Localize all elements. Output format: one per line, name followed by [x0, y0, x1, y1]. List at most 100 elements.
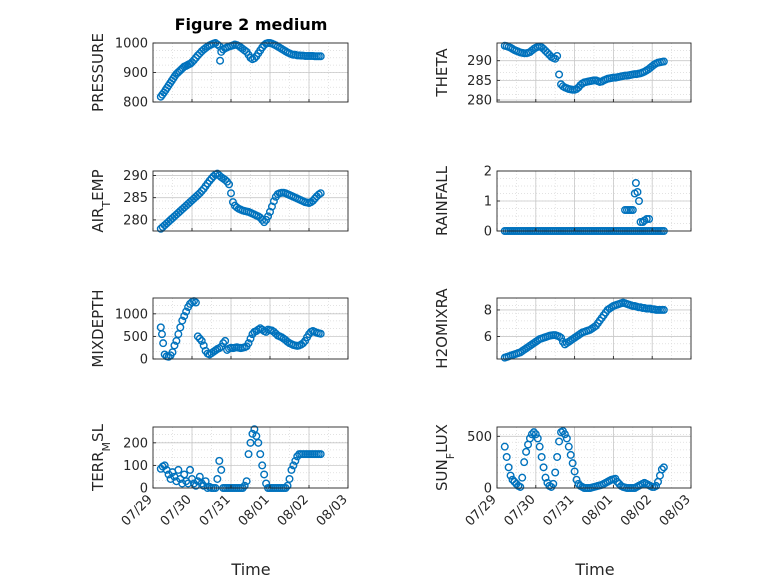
data-point [560, 430, 569, 439]
data-point [217, 465, 226, 474]
data-point [659, 463, 668, 472]
data-point [555, 437, 564, 446]
data-point [178, 479, 187, 488]
axes-box [496, 426, 692, 489]
data-point [248, 429, 257, 438]
data-point [225, 180, 234, 189]
data-point [553, 452, 562, 461]
data-point [160, 461, 169, 470]
data-point [159, 339, 168, 348]
figure-title: Figure 2 medium [175, 15, 328, 34]
subplot-theta: 280 285 290 THETA [433, 41, 692, 109]
data-point [213, 40, 222, 49]
y-tick-label: 290 [467, 54, 492, 69]
data-point [226, 189, 235, 198]
data-point [657, 465, 666, 474]
data-point [549, 479, 558, 488]
data-point [289, 461, 298, 470]
y-tick-label: 6 [484, 330, 492, 345]
data-point [562, 434, 571, 443]
data-point [258, 325, 267, 334]
data-point [557, 333, 566, 342]
data-point [308, 196, 317, 205]
data-point [186, 465, 195, 474]
data-point [221, 336, 230, 345]
data-point [219, 339, 228, 348]
data-point [215, 456, 224, 465]
data-point [216, 56, 225, 65]
y-tick-label: 280 [123, 213, 148, 228]
y-axis-label: AIRTEMP [89, 169, 113, 232]
data-point [269, 197, 278, 206]
data-point [191, 298, 200, 307]
data-point [244, 339, 253, 348]
series-markers [156, 297, 325, 361]
data-point [260, 218, 269, 227]
data-point [652, 481, 661, 490]
data-point [285, 474, 294, 483]
axes-box [152, 170, 349, 232]
data-point [193, 477, 202, 486]
data-point [568, 459, 577, 468]
data-point [205, 176, 214, 185]
y-tick-label: 200 [123, 436, 148, 451]
y-axis-label: SUNFLUX [433, 424, 457, 491]
data-point [170, 341, 179, 350]
subplot-h2omixra: 6 8 H2OMIXRA [433, 288, 692, 369]
y-tick-label: 285 [123, 191, 148, 206]
data-point [189, 479, 198, 488]
data-point [211, 346, 220, 355]
y-tick-label: 290 [123, 169, 148, 184]
data-point [157, 330, 166, 339]
data-point [258, 215, 267, 224]
data-point [221, 175, 230, 184]
data-point [256, 450, 265, 459]
data-point [572, 475, 581, 484]
axes-box [496, 42, 692, 103]
data-point [659, 305, 668, 314]
data-point [184, 479, 193, 488]
y-axis-label: RAINFALL [433, 165, 451, 236]
data-point [242, 477, 251, 486]
data-point [537, 452, 546, 461]
y-tick-label: 1000 [115, 37, 148, 52]
data-point [564, 442, 573, 451]
data-point [527, 430, 536, 439]
y-tick-label: 900 [123, 66, 148, 81]
y-tick-label: 800 [123, 96, 148, 111]
data-point [500, 442, 509, 451]
data-point [316, 52, 325, 61]
data-point [197, 479, 206, 488]
y-tick-label: 1 [484, 195, 492, 210]
data-point [659, 57, 668, 66]
data-point [260, 470, 269, 479]
y-tick-label: 500 [123, 330, 148, 345]
data-point [174, 465, 183, 474]
data-point [636, 217, 645, 226]
data-point [246, 438, 255, 447]
data-point [525, 434, 534, 443]
data-point [283, 337, 292, 346]
series-markers [500, 41, 668, 94]
series-markers [500, 298, 668, 362]
series-markers [156, 169, 325, 233]
data-point [522, 447, 531, 456]
y-axis-label: MIXDEPTH [89, 289, 107, 367]
data-point [518, 473, 527, 482]
data-point [516, 482, 525, 491]
y-tick-label: 8 [484, 303, 492, 318]
data-point [291, 456, 300, 465]
subplot-air_temp: 280 285 290 AIRTEMP [89, 169, 349, 233]
y-tick-label: 2 [484, 165, 492, 180]
data-point [264, 212, 273, 221]
y-axis-label: PRESSURE [89, 33, 107, 112]
data-point [504, 463, 513, 472]
axes-box [152, 426, 349, 489]
data-point [287, 465, 296, 474]
data-point [531, 430, 540, 439]
data-point [246, 334, 255, 343]
data-point [244, 450, 253, 459]
data-point [316, 329, 325, 338]
y-tick-label: 280 [467, 94, 492, 109]
data-point [178, 316, 187, 325]
